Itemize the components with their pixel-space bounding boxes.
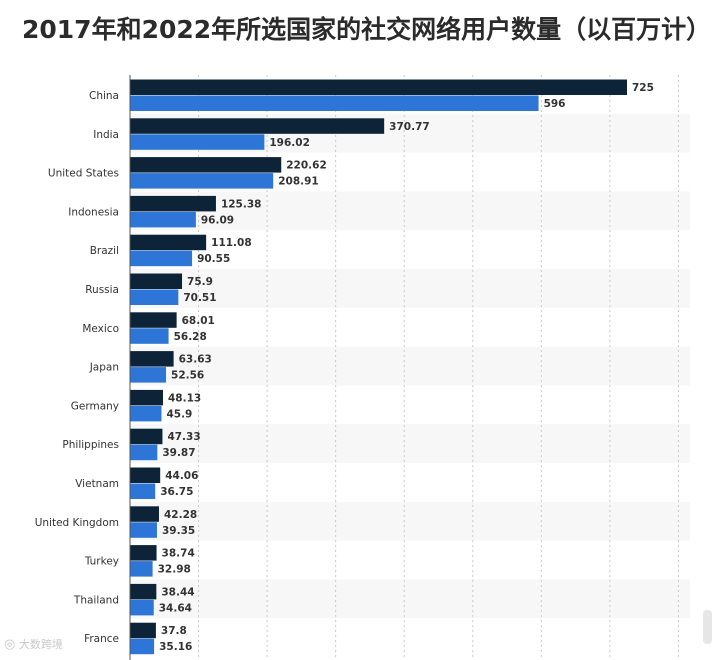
bar-2022 [130, 506, 159, 522]
value-label: 47.33 [167, 431, 200, 443]
value-label: 42.28 [164, 509, 197, 521]
bar-2017 [130, 328, 169, 344]
category-label: Vietnam [75, 478, 119, 490]
bar-2017 [130, 444, 158, 461]
category-label: Philippines [62, 439, 119, 451]
category-label: Mexico [82, 323, 119, 335]
value-label: 45.9 [166, 408, 192, 420]
category-label: Japan [89, 362, 119, 374]
row-stripe [130, 501, 690, 541]
value-label: 220.62 [286, 160, 327, 172]
bar-2022 [130, 622, 156, 639]
value-label: 39.35 [162, 525, 195, 537]
bar-2022 [130, 583, 157, 600]
value-label: 96.09 [201, 214, 234, 226]
value-label: 68.01 [182, 315, 215, 327]
bar-2022 [130, 428, 163, 445]
row-stripe [130, 191, 690, 231]
bar-2022 [130, 467, 161, 483]
row-stripe [130, 579, 690, 619]
bar-2022 [130, 195, 216, 212]
bar-2017 [130, 250, 193, 267]
value-label: 35.16 [159, 641, 192, 653]
watermark: ◎ 大数跨境 [4, 636, 63, 652]
row-stripes [130, 113, 690, 619]
bar-2017 [130, 599, 154, 616]
logo-icon: ◎ [4, 637, 16, 652]
value-label: 48.13 [168, 392, 201, 404]
bar-2017 [130, 367, 167, 383]
bar-2022 [130, 118, 385, 134]
bar-2017 [130, 211, 196, 228]
chart-title: 2017年和2022年所选国家的社交网络用户数量（以百万计） [22, 15, 712, 44]
bar-2017 [130, 134, 265, 150]
value-label: 125.38 [221, 198, 262, 210]
value-label: 32.98 [158, 564, 191, 576]
category-label: United States [48, 168, 119, 180]
labels: China 725 596 India 370.77 196.02 United State… [35, 82, 654, 653]
value-label: 370.77 [389, 121, 430, 133]
value-label: 36.75 [160, 486, 193, 498]
value-label: 37.8 [161, 625, 187, 637]
bar-2017 [130, 405, 162, 422]
category-label: Turkey [84, 556, 119, 568]
value-label: 63.63 [179, 354, 212, 366]
bar-2022 [130, 234, 207, 251]
bar-2017 [130, 173, 274, 189]
value-label: 90.55 [197, 253, 230, 265]
bar-2022 [130, 312, 177, 328]
bar-2017 [130, 289, 179, 305]
value-label: 52.56 [171, 370, 204, 382]
category-label: United Kingdom [35, 517, 119, 529]
row-stripe [130, 269, 690, 308]
category-label: Brazil [90, 245, 119, 257]
value-label: 44.06 [165, 470, 198, 482]
value-label: 111.08 [211, 237, 252, 249]
value-label: 725 [632, 82, 654, 94]
scroll-handle[interactable] [703, 610, 712, 644]
bar-2022 [130, 351, 174, 367]
bar-2022 [130, 389, 163, 406]
category-label: India [93, 129, 119, 141]
bar-2022 [130, 157, 282, 173]
bar-2022 [130, 545, 157, 561]
category-label: China [89, 90, 119, 102]
category-label: France [84, 633, 119, 645]
value-label: 70.51 [183, 292, 216, 304]
row-stripe [130, 346, 690, 386]
bar-2022 [130, 79, 627, 95]
value-label: 39.87 [162, 447, 195, 459]
category-label: Russia [85, 284, 119, 296]
bar-2017 [130, 561, 153, 577]
value-label: 196.02 [269, 137, 310, 149]
value-label: 38.44 [161, 586, 194, 598]
watermark-text: 大数跨境 [18, 638, 63, 651]
category-label: Germany [71, 400, 119, 412]
category-label: Indonesia [68, 206, 119, 218]
value-label: 34.64 [159, 602, 192, 614]
value-label: 596 [544, 98, 566, 110]
bar-2017 [130, 95, 539, 111]
value-label: 38.74 [162, 548, 195, 560]
value-label: 56.28 [174, 331, 207, 343]
row-stripe [130, 424, 690, 463]
value-label: 75.9 [187, 276, 213, 288]
bar-2017 [130, 638, 155, 655]
bar-2022 [130, 273, 183, 289]
value-label: 208.91 [278, 176, 319, 188]
bars [130, 79, 627, 655]
bar-2017 [130, 483, 156, 499]
category-label: Thailand [73, 594, 119, 606]
bar-2017 [130, 522, 157, 538]
